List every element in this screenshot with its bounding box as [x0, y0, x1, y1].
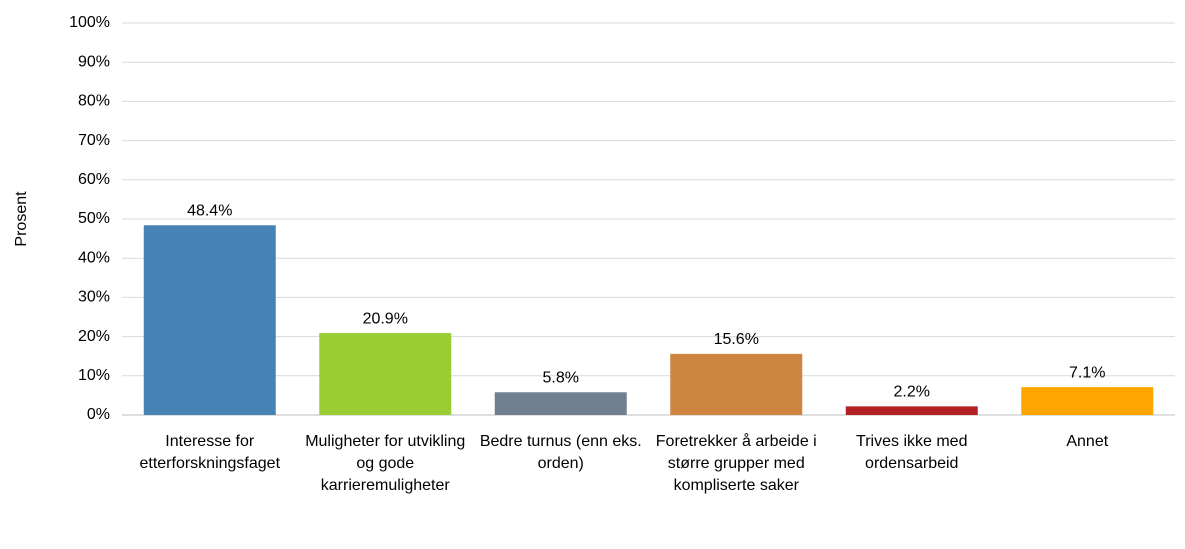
value-label: 2.2%: [894, 384, 930, 401]
x-tick-label: Interesse for etterforskningsfaget: [139, 433, 281, 472]
bar: [143, 225, 276, 415]
x-tick-label: Trives ikke med ordensarbeid: [856, 433, 968, 472]
y-tick-label: 10%: [78, 367, 110, 384]
y-axis-label: Prosent: [13, 191, 30, 247]
value-label: 7.1%: [1069, 364, 1105, 381]
y-tick-label: 20%: [78, 328, 110, 345]
bar: [319, 333, 452, 415]
y-tick-label: 30%: [78, 289, 110, 306]
y-tick-label: 40%: [78, 249, 110, 266]
x-tick-label: Foretrekker å arbeide i større grupper m…: [655, 433, 817, 494]
y-tick-label: 60%: [78, 171, 110, 188]
value-label: 5.8%: [543, 369, 579, 386]
y-tick-label: 70%: [78, 132, 110, 149]
y-tick-label: 90%: [78, 53, 110, 70]
y-tick-label: 0%: [87, 406, 110, 423]
bar: [494, 392, 627, 415]
y-tick-label: 100%: [69, 14, 110, 31]
value-label: 15.6%: [714, 331, 759, 348]
y-tick-label: 50%: [78, 210, 110, 227]
x-tick-label: Muligheter for utvikling og gode karrier…: [305, 433, 466, 494]
bar: [1021, 387, 1154, 415]
value-label: 48.4%: [187, 202, 232, 219]
bar: [845, 406, 978, 415]
bar: [670, 353, 803, 415]
x-tick-label: Bedre turnus (enn eks. orden): [479, 433, 642, 472]
x-tick-label: Annet: [1066, 433, 1109, 450]
y-tick-label: 80%: [78, 93, 110, 110]
value-label: 20.9%: [363, 310, 408, 327]
